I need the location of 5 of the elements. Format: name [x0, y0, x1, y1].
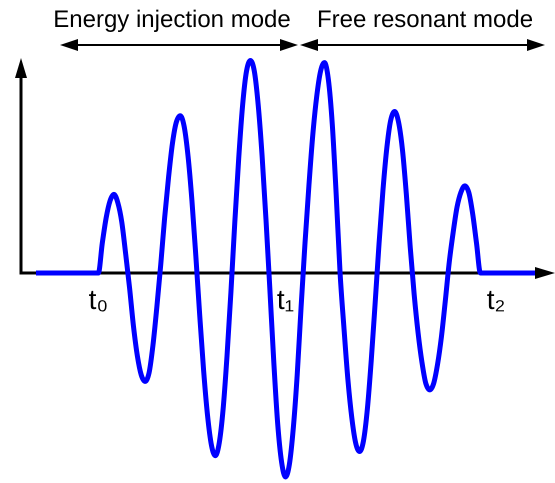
x-tick-label: t₂	[486, 284, 506, 315]
text: Free resonant mode	[316, 6, 534, 33]
x-tick-label: t₁	[276, 284, 294, 315]
x-tick-label: t₀	[88, 284, 108, 315]
text: Energy injection mode	[53, 6, 291, 33]
